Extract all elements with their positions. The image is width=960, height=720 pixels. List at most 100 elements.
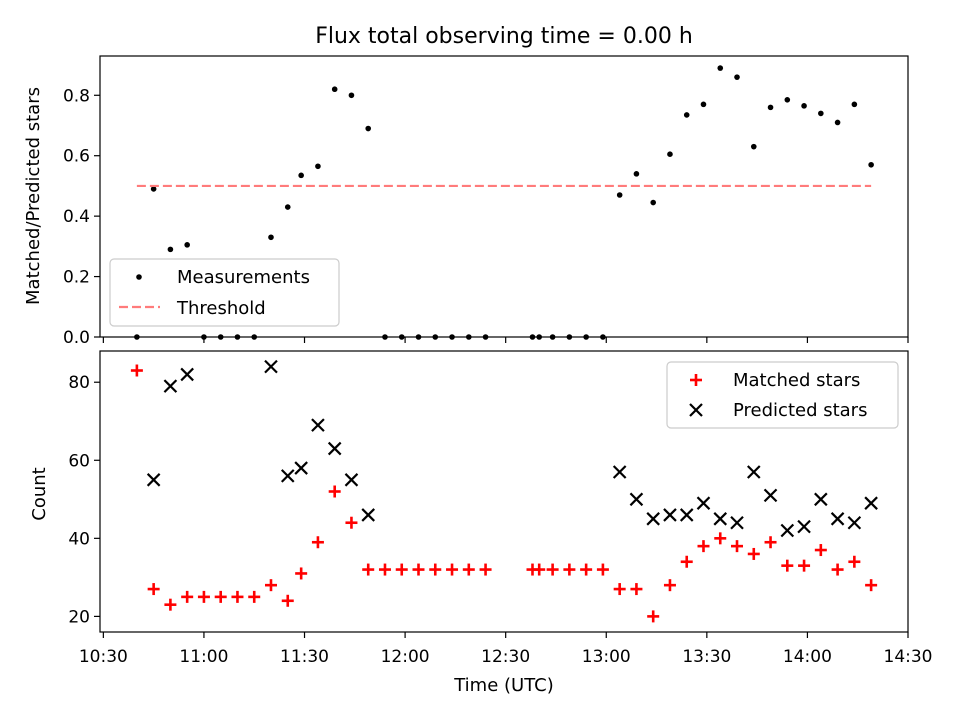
matched-stars-point: [462, 563, 475, 576]
measurements-point: [365, 125, 372, 132]
matched-stars-point: [197, 590, 210, 603]
matched-stars-point: [295, 567, 308, 580]
measurements-point: [784, 97, 791, 103]
bottom-plot-panel: Count Time (UTC) 20 40 60 80 10:30 11:00 11:30…: [29, 350, 933, 696]
legend-threshold-label: Threshold: [176, 298, 266, 319]
top-y-axis-label: Matched/Predicted stars: [23, 87, 44, 305]
matched-stars-point: [831, 563, 844, 576]
matched-stars-point: [378, 563, 391, 576]
measurements-point: [851, 101, 858, 108]
matched-stars-point: [446, 563, 459, 576]
predicted-stars-point: [344, 473, 359, 487]
measurements-point: [184, 242, 190, 248]
measurements-point: [331, 86, 338, 93]
x-tick-label: 10:30: [79, 647, 128, 667]
matched-stars-point: [311, 536, 324, 549]
measurements-point: [348, 92, 355, 99]
bottom-y-tick-label: 80: [68, 373, 90, 393]
measurements-point: [298, 172, 304, 179]
predicted-stars-point: [679, 508, 694, 522]
predicted-stars-point: [361, 508, 375, 522]
predicted-stars-point: [763, 488, 778, 503]
predicted-stars-point: [280, 469, 295, 483]
legend-predicted-label: Predicted stars: [733, 400, 867, 421]
measurements-point: [700, 101, 707, 108]
matched-stars-point: [714, 532, 727, 545]
measurements-point: [683, 112, 690, 118]
predicted-stars-point: [847, 515, 862, 530]
predicted-stars-point: [746, 465, 761, 479]
matched-stars-point: [747, 547, 760, 560]
measurements-point: [750, 143, 757, 150]
x-tick-label: 14:30: [884, 647, 933, 667]
matched-stars-point: [214, 590, 227, 603]
matched-stars-point: [865, 579, 878, 592]
bottom-y-tick-label: 60: [68, 451, 90, 471]
measurements-point: [167, 246, 174, 253]
top-legend-box: [109, 258, 340, 327]
matched-stars-point: [630, 583, 643, 596]
predicted-stars-point: [294, 461, 308, 475]
matched-stars-point: [130, 364, 143, 377]
matched-stars-point: [848, 555, 861, 568]
matched-stars-point: [281, 594, 294, 607]
predicted-stars-point: [864, 496, 878, 510]
matched-stars-point: [613, 583, 626, 596]
bottom-legend-box: [666, 361, 899, 429]
legend-predicted-marker: [689, 403, 703, 417]
matched-stars-point: [412, 563, 425, 576]
legend-measurements-marker: [136, 274, 142, 280]
predicted-stars-point: [797, 519, 811, 534]
matched-stars-point: [164, 598, 177, 611]
matched-stars-point: [362, 563, 375, 576]
predicted-stars-point: [830, 512, 845, 526]
bottom-axis-ticks: 20 40 60 80 10:30 11:00 11:30 12:00 12:30 13:00 13…: [68, 373, 932, 667]
matched-stars-point: [395, 563, 408, 576]
predicted-stars-point: [311, 418, 325, 432]
matched-stars-point: [764, 536, 777, 549]
predicted-stars-point: [612, 465, 627, 479]
predicted-stars-point: [264, 359, 278, 374]
predicted-stars-point: [146, 473, 161, 487]
top-y-tick-label: 0.8: [63, 86, 90, 106]
matched-stars-point: [248, 590, 261, 603]
predicted-stars-point: [780, 523, 795, 538]
matched-stars-point: [596, 563, 609, 576]
measurements-point: [616, 192, 623, 198]
measurements-point: [767, 104, 774, 111]
predicted-stars-point: [713, 512, 728, 526]
predicted-stars-point: [180, 367, 194, 382]
x-tick-label: 11:00: [179, 647, 228, 667]
measurements-point: [150, 186, 157, 192]
bottom-y-tick-label: 40: [68, 529, 90, 549]
matched-stars-point: [533, 563, 546, 576]
top-y-tick-label: 0.6: [63, 147, 90, 167]
matched-stars-point: [814, 544, 827, 557]
measurements-point: [801, 103, 807, 109]
measurements-point: [734, 74, 740, 80]
measurements-point: [717, 65, 724, 71]
matched-stars-point: [781, 559, 794, 572]
x-tick-label: 13:30: [682, 647, 731, 667]
bottom-data-marks: [130, 359, 878, 623]
top-y-tick-label: 0.2: [63, 268, 90, 288]
matched-stars-point: [663, 579, 676, 592]
predicted-stars-point: [696, 496, 711, 510]
predicted-stars-point: [646, 512, 660, 526]
matched-stars-point: [546, 563, 559, 576]
top-plot-panel: Flux total observing time = 0.00 h Match…: [23, 24, 909, 348]
top-y-tick-label: 0.4: [63, 207, 90, 227]
matched-stars-point: [231, 590, 244, 603]
measurements-point: [284, 204, 291, 210]
predicted-stars-point: [730, 515, 744, 530]
predicted-stars-point: [814, 492, 828, 507]
matched-stars-point: [580, 563, 593, 576]
matched-stars-point: [429, 563, 442, 576]
matched-stars-point: [264, 579, 277, 592]
top-y-tick-label: 0.0: [63, 328, 90, 348]
measurements-point: [834, 119, 841, 126]
bottom-legend: Matched stars Predicted stars: [666, 361, 899, 429]
top-axis-ticks: 0.0 0.2 0.4 0.6 0.8: [63, 86, 909, 348]
